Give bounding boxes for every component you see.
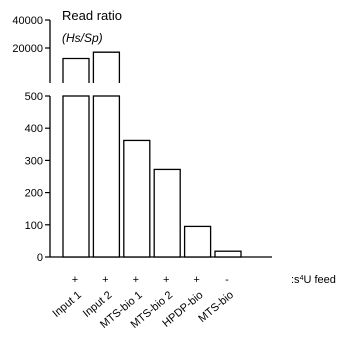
bar-upper-segment — [62, 57, 90, 83]
bar — [214, 250, 242, 258]
y-tick-label: 500 — [25, 91, 43, 103]
y-tick-label: 300 — [25, 155, 43, 167]
bar — [123, 139, 151, 258]
y-axis-subtitle: (Hs/Sp) — [62, 31, 103, 45]
feed-mark: + — [72, 274, 78, 286]
y-tick-label: 0 — [37, 252, 43, 264]
x-tick-label: Input 1 — [50, 289, 83, 320]
bars-group — [62, 51, 242, 258]
feed-row-label: :s4U feed — [291, 274, 336, 286]
feed-mark: + — [163, 274, 169, 286]
y-axis-title: Read ratio — [62, 8, 122, 23]
y-tick-label: 200 — [25, 188, 43, 200]
feed-mark: + — [193, 274, 199, 286]
bar — [183, 225, 212, 258]
feed-mark: + — [133, 274, 139, 286]
y-tick-label: 100 — [25, 220, 43, 232]
bar — [153, 168, 181, 258]
y-tick-label: 40000 — [12, 15, 43, 27]
y-tick-label: 400 — [25, 123, 43, 135]
feed-mark: - — [225, 274, 229, 286]
bar-lower-segment — [92, 95, 121, 258]
feed-mark: + — [102, 274, 108, 286]
y-tick-label: 20000 — [12, 43, 43, 55]
bar-lower-segment — [62, 95, 90, 258]
bar-upper-segment — [92, 51, 121, 83]
